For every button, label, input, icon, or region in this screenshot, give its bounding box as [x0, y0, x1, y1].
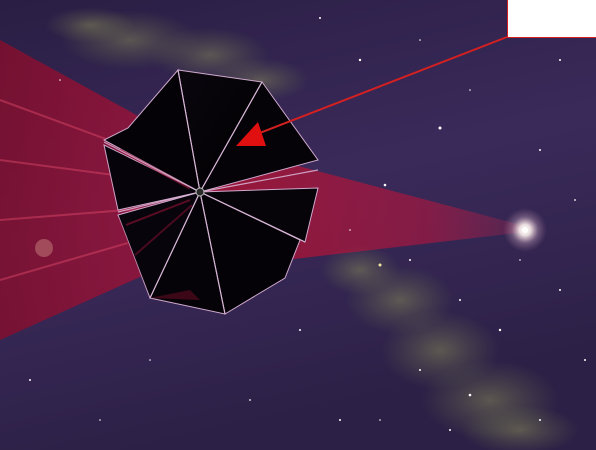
- solar-sail: [102, 68, 319, 315]
- source-star: [522, 227, 528, 233]
- sail-spokes: [103, 69, 319, 315]
- star-field: [29, 17, 586, 431]
- callout-arrow: [236, 36, 508, 146]
- nebula-lower: [320, 245, 580, 450]
- nebula-upper: [45, 7, 310, 102]
- callout-box: [507, 0, 596, 38]
- distant-planet: [35, 239, 53, 257]
- sail-hub: [195, 187, 205, 197]
